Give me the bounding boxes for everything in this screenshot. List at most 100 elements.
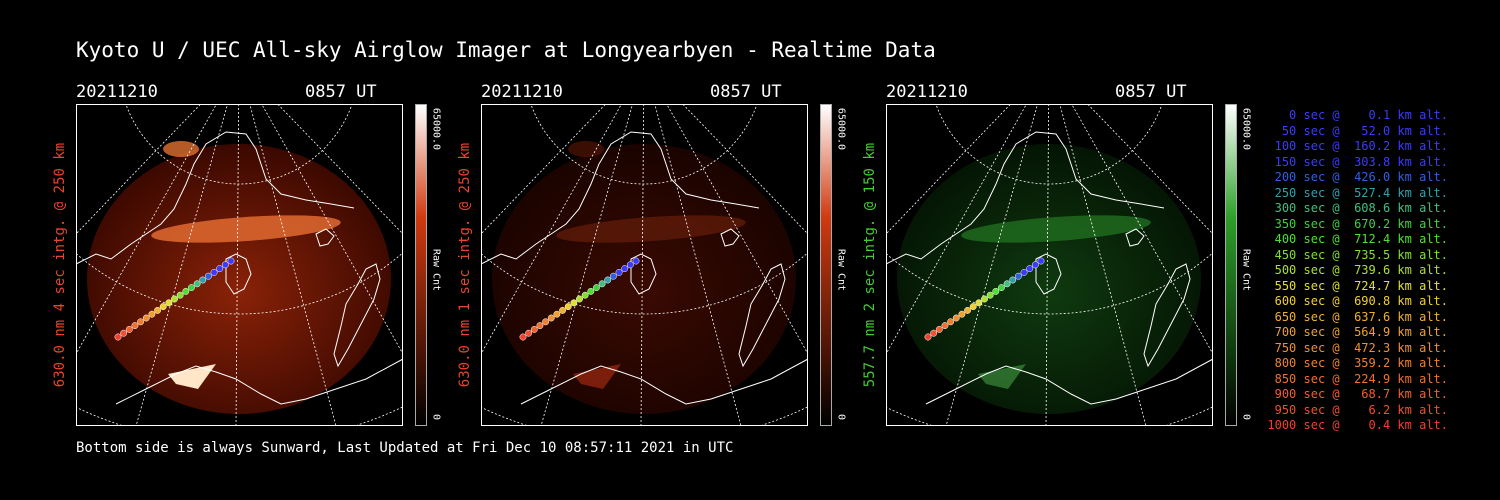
trajectory-point <box>525 329 533 337</box>
legend-row: 550 sec @ 724.7 km alt. <box>1267 278 1448 293</box>
trajectory-point <box>553 310 561 318</box>
legend-row: 0 sec @ 0.1 km alt. <box>1267 108 1448 122</box>
trajectory-point <box>626 261 634 269</box>
trajectory-point <box>598 280 606 288</box>
panel-date: 20211210 <box>886 82 968 102</box>
trajectory-point <box>1031 261 1039 269</box>
airglow-panel-557-2s: 20211210 0857 UT 557.7 nm 2 sec intg. @ … <box>862 80 1286 430</box>
trajectory-point <box>530 325 538 333</box>
trajectory-point <box>998 284 1005 292</box>
legend-row: 150 sec @ 303.8 km alt. <box>1267 154 1448 169</box>
trajectory-point <box>958 310 966 318</box>
legend-row: 600 sec @ 690.8 km alt. <box>1267 294 1448 308</box>
trajectory-point <box>1003 280 1011 288</box>
legend-row: 750 sec @ 472.3 km alt. <box>1267 340 1448 355</box>
trajectory-point <box>142 314 150 322</box>
trajectory-point <box>1009 276 1017 284</box>
trajectory-point <box>148 310 156 318</box>
trajectory-point <box>604 276 612 284</box>
colorbar-unit-label: Raw Cnt <box>430 248 442 292</box>
panel-ylabel: 557.7 nm 2 sec intg. @ 150 km <box>862 142 878 388</box>
airglow-panel-630-4s: 20211210 0857 UT 630.0 nm 4 sec intg. @ … <box>52 80 476 430</box>
trajectory-point <box>975 299 983 307</box>
trajectory-point <box>171 295 178 303</box>
allsky-image <box>481 104 808 426</box>
airglow-panel-630-1s: 20211210 0857 UT 630.0 nm 1 sec intg. @ … <box>457 80 881 430</box>
colorbar-min-label: 0 <box>1240 413 1252 421</box>
trajectory-point <box>536 322 544 330</box>
panel-date: 20211210 <box>481 82 563 102</box>
legend-row: 250 sec @ 527.4 km alt. <box>1267 185 1448 200</box>
legend-row: 450 sec @ 735.5 km alt. <box>1267 247 1448 262</box>
trajectory-point <box>593 284 600 292</box>
trajectory-point <box>199 276 207 284</box>
trajectory-point <box>159 303 167 311</box>
colorbar-unit-label: Raw Cnt <box>1240 248 1252 292</box>
trajectory-point <box>930 329 938 337</box>
trajectory-legend: 0 sec @ 0.1 km alt. 50 sec @ 52.0 km alt… <box>1262 108 1448 434</box>
page-title: Kyoto U / UEC All-sky Airglow Imager at … <box>76 38 936 62</box>
trajectory-point <box>1020 268 1028 276</box>
legend-row: 900 sec @ 68.7 km alt. <box>1267 387 1448 401</box>
trajectory-point <box>992 287 1000 295</box>
trajectory-point <box>210 268 218 276</box>
trajectory-point <box>547 314 555 322</box>
trajectory-point <box>952 314 960 322</box>
legend-row: 350 sec @ 670.2 km alt. <box>1267 216 1448 231</box>
legend-row: 50 sec @ 52.0 km alt. <box>1267 123 1448 138</box>
trajectory-point <box>564 303 572 311</box>
trajectory-point <box>221 261 229 269</box>
trajectory-point <box>609 272 617 280</box>
colorbar <box>820 104 832 426</box>
trajectory-point <box>570 299 578 307</box>
trajectory-point <box>964 306 972 314</box>
legend-row: 950 sec @ 6.2 km alt. <box>1267 402 1448 417</box>
trajectory-point <box>125 325 133 333</box>
trajectory-point <box>193 280 201 288</box>
legend-row: 200 sec @ 426.0 km alt. <box>1267 170 1448 184</box>
trajectory-point <box>120 329 128 337</box>
allsky-image <box>886 104 1213 426</box>
trajectory-point <box>188 284 195 292</box>
trajectory-point <box>621 265 629 273</box>
colorbar-max-label: 65000.0 <box>430 107 442 151</box>
trajectory-point <box>227 257 235 265</box>
trajectory-point <box>581 291 589 299</box>
trajectory-point <box>632 257 640 265</box>
legend-row: 500 sec @ 739.6 km alt. <box>1267 263 1448 277</box>
trajectory-point <box>615 268 623 276</box>
trajectory-point <box>542 318 550 326</box>
trajectory-point <box>1026 265 1034 273</box>
trajectory-point <box>519 333 527 341</box>
trajectory-point <box>114 333 122 341</box>
trajectory-point <box>587 287 595 295</box>
trajectory-point <box>204 272 212 280</box>
trajectory-point <box>131 322 139 330</box>
legend-row: 300 sec @ 608.6 km alt. <box>1267 201 1448 215</box>
colorbar-max-label: 65000.0 <box>835 107 847 151</box>
colorbar <box>1225 104 1237 426</box>
panel-time: 0857 UT <box>710 82 782 102</box>
trajectory-point <box>981 295 988 303</box>
trajectory-point <box>1014 272 1022 280</box>
colorbar-min-label: 0 <box>430 413 442 421</box>
panel-date: 20211210 <box>76 82 158 102</box>
trajectory-point <box>216 265 224 273</box>
trajectory-point <box>924 333 932 341</box>
trajectory-point <box>576 295 583 303</box>
colorbar-min-label: 0 <box>835 413 847 421</box>
trajectory-point <box>941 322 949 330</box>
trajectory-point <box>137 318 145 326</box>
legend-row: 700 sec @ 564.9 km alt. <box>1267 325 1448 339</box>
trajectory-point <box>935 325 943 333</box>
trajectory-point <box>165 299 173 307</box>
trajectory-point <box>969 303 977 311</box>
trajectory-point <box>986 291 994 299</box>
legend-row: 100 sec @ 160.2 km alt. <box>1267 139 1448 153</box>
panel-time: 0857 UT <box>305 82 377 102</box>
legend-row: 400 sec @ 712.4 km alt. <box>1267 232 1448 246</box>
legend-row: 850 sec @ 224.9 km alt. <box>1267 371 1448 386</box>
footer-note: Bottom side is always Sunward, Last Upda… <box>76 440 734 456</box>
trajectory-point <box>559 306 567 314</box>
legend-row: 800 sec @ 359.2 km alt. <box>1267 356 1448 370</box>
